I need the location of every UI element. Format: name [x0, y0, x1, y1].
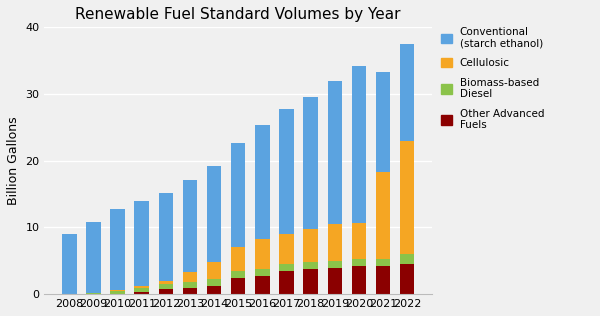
Bar	[158, 284, 173, 289]
Bar	[400, 254, 415, 264]
Bar	[352, 223, 366, 259]
Bar	[134, 288, 149, 292]
Bar	[304, 97, 318, 229]
Title: Renewable Fuel Standard Volumes by Year: Renewable Fuel Standard Volumes by Year	[76, 7, 401, 22]
Bar	[352, 66, 366, 223]
Bar	[304, 229, 318, 262]
Bar	[255, 276, 269, 294]
Bar	[400, 264, 415, 294]
Bar	[183, 288, 197, 294]
Bar	[158, 281, 173, 284]
Bar	[231, 277, 245, 294]
Bar	[86, 222, 101, 293]
Bar	[255, 125, 269, 239]
Bar	[231, 271, 245, 277]
Bar	[352, 259, 366, 266]
Bar	[207, 166, 221, 262]
Bar	[110, 291, 125, 294]
Bar	[207, 279, 221, 286]
Bar	[134, 292, 149, 294]
Bar	[279, 234, 294, 264]
Bar	[328, 261, 342, 268]
Legend: Conventional
(starch ethanol), Cellulosic, Biomass-based
Diesel, Other Advanced
: Conventional (starch ethanol), Cellulosi…	[441, 27, 544, 130]
Bar	[134, 201, 149, 286]
Bar	[376, 265, 390, 294]
Bar	[110, 209, 125, 289]
Bar	[183, 282, 197, 288]
Bar	[279, 264, 294, 271]
Bar	[352, 266, 366, 294]
Bar	[328, 81, 342, 224]
Bar	[304, 262, 318, 269]
Bar	[376, 72, 390, 172]
Bar	[255, 269, 269, 276]
Bar	[183, 180, 197, 272]
Bar	[86, 293, 101, 294]
Bar	[279, 109, 294, 234]
Y-axis label: Billion Gallons: Billion Gallons	[7, 116, 20, 205]
Bar	[376, 172, 390, 259]
Bar	[158, 289, 173, 294]
Bar	[231, 143, 245, 247]
Bar	[110, 289, 125, 291]
Bar	[400, 44, 415, 141]
Bar	[400, 141, 415, 254]
Bar	[279, 271, 294, 294]
Bar	[207, 262, 221, 279]
Bar	[183, 272, 197, 282]
Bar	[328, 224, 342, 261]
Bar	[304, 269, 318, 294]
Bar	[328, 268, 342, 294]
Bar	[255, 239, 269, 269]
Bar	[62, 234, 77, 294]
Bar	[376, 259, 390, 265]
Bar	[158, 193, 173, 281]
Bar	[231, 247, 245, 271]
Bar	[207, 286, 221, 294]
Bar	[134, 286, 149, 288]
